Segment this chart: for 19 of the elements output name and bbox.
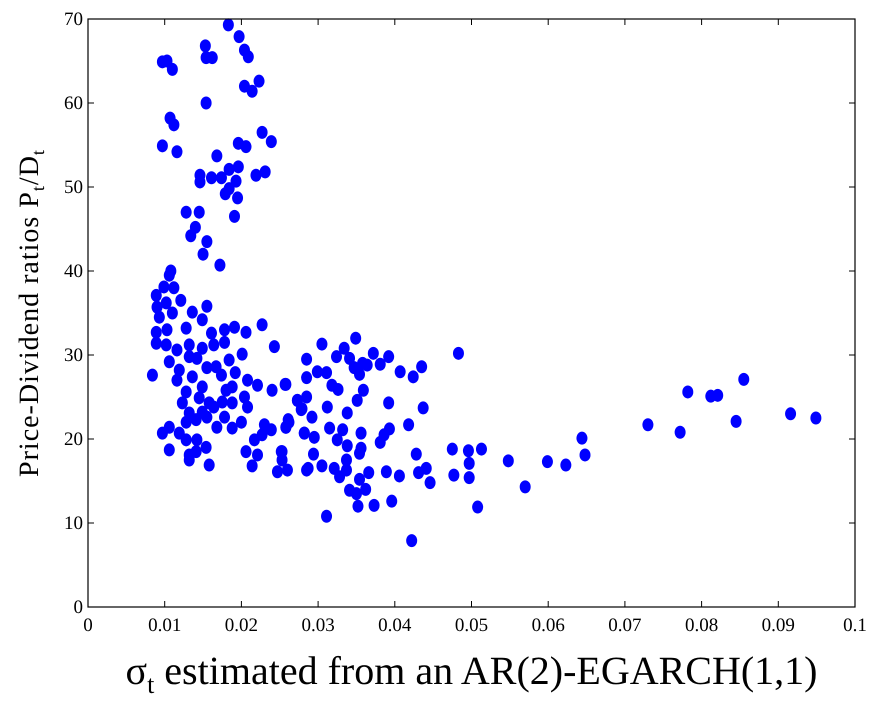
y-tick-label: 10 — [64, 513, 83, 534]
x-tick-label: 0.08 — [684, 615, 718, 636]
y-tick-label: 60 — [64, 93, 83, 114]
x-tick-label: 0.04 — [378, 615, 412, 636]
y-tick-label: 40 — [64, 261, 83, 282]
x-tick-label: 0.07 — [608, 615, 642, 636]
x-tick-label: 0.03 — [301, 615, 335, 636]
x-tick-label: 0.09 — [762, 615, 795, 636]
x-tick-label: 0.01 — [148, 615, 182, 636]
y-tick-label: 20 — [64, 429, 83, 450]
x-axis-title: σ$_{t}$ estimated from an AR(2)-EGARCH(1,1) — [126, 648, 818, 700]
x-tick-label: 0.05 — [454, 615, 488, 636]
y-tick-label: 30 — [64, 345, 83, 366]
x-tick-label: 0.1 — [843, 615, 867, 636]
x-tick-label: 0.02 — [224, 615, 258, 636]
x-tick-label: 0.06 — [532, 615, 565, 636]
y-tick-label: 50 — [64, 177, 83, 198]
y-tick-label: 70 — [64, 9, 83, 30]
y-tick-label: 0 — [74, 597, 83, 618]
